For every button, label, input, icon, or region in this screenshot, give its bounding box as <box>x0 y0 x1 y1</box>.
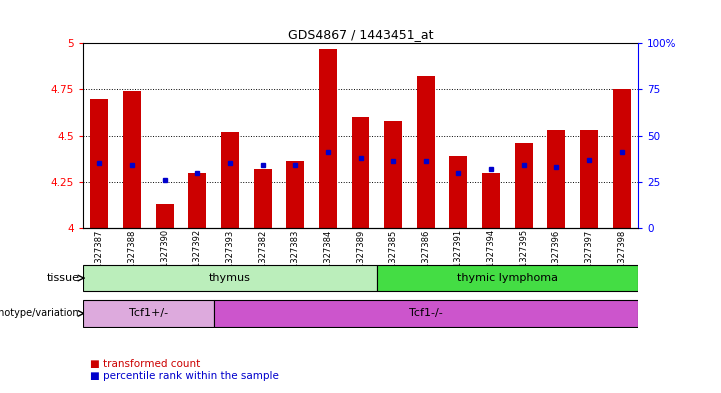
Bar <box>482 173 500 228</box>
Text: tissue: tissue <box>46 273 79 283</box>
Bar <box>254 169 272 228</box>
Bar <box>515 143 533 228</box>
Bar <box>188 173 206 228</box>
Bar <box>352 117 369 228</box>
Bar <box>286 162 304 228</box>
Text: ■ transformed count: ■ transformed count <box>90 358 200 369</box>
Bar <box>156 204 174 228</box>
Bar <box>90 99 108 228</box>
Bar <box>377 265 638 291</box>
Text: thymus: thymus <box>209 273 251 283</box>
Text: Tcf1+/-: Tcf1+/- <box>128 309 168 318</box>
Bar <box>213 300 638 327</box>
Bar <box>417 77 435 228</box>
Bar <box>123 91 141 228</box>
Bar <box>384 121 402 228</box>
Bar <box>83 300 213 327</box>
Text: thymic lymphoma: thymic lymphoma <box>457 273 558 283</box>
Bar <box>319 49 337 228</box>
Text: genotype/variation: genotype/variation <box>0 309 79 318</box>
Bar <box>613 90 631 228</box>
Bar <box>83 265 377 291</box>
Text: ■ percentile rank within the sample: ■ percentile rank within the sample <box>90 371 279 382</box>
Bar <box>221 132 239 228</box>
Title: GDS4867 / 1443451_at: GDS4867 / 1443451_at <box>288 28 433 40</box>
Bar <box>449 156 467 228</box>
Text: Tcf1-/-: Tcf1-/- <box>409 309 443 318</box>
Bar <box>547 130 565 228</box>
Bar <box>580 130 598 228</box>
